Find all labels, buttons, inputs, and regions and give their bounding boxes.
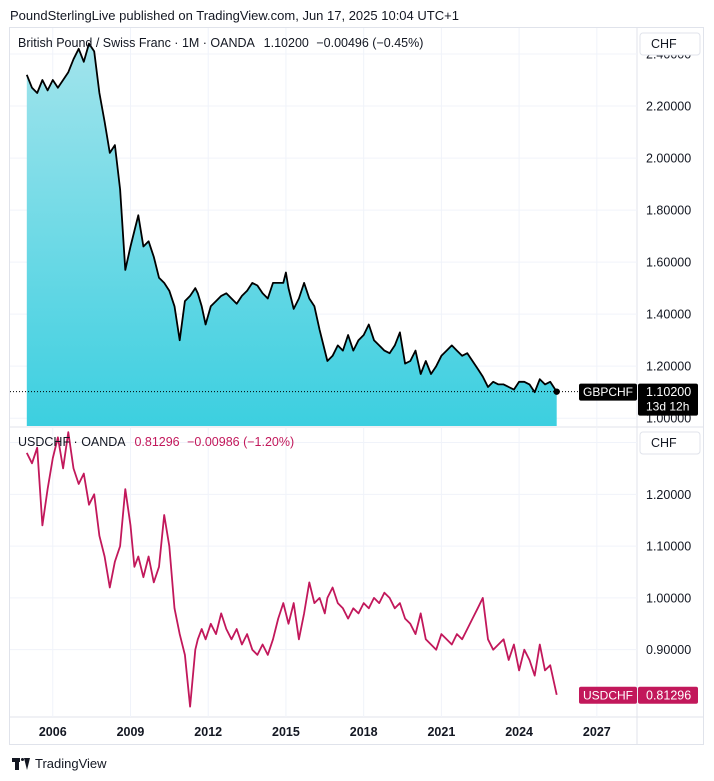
gbpchf-bar-countdown: 13d 12h [646, 400, 689, 414]
currency-box [639, 431, 701, 455]
usdchf-series-line [25, 431, 558, 708]
gbpchf-y-tick-label: 1.20000 [646, 360, 691, 374]
usdchf-change: −0.00986 (−1.20%) [187, 435, 295, 449]
tradingview-brand: TradingView [35, 756, 107, 771]
gbpchf-last-value: 1.10200 [263, 36, 309, 50]
usdchf-y-tick-label: 1.20000 [646, 488, 691, 502]
gbpchf-y-tick-label: 1.60000 [646, 256, 691, 270]
gbpchf-legend: British Pound / Swiss Franc · 1M · OANDA… [18, 36, 423, 50]
usdchf-currency-button[interactable]: CHF [639, 431, 701, 455]
gbpchf-change: −0.00496 (−0.45%) [316, 36, 424, 50]
usdchf-y-tick-label: 1.00000 [646, 591, 691, 605]
currency-label: CHF [651, 436, 677, 450]
usdchf-symbol-tag-label: USDCHF [583, 688, 633, 702]
chart-frame [9, 27, 704, 745]
tradingview-footer[interactable]: TradingView [12, 756, 107, 771]
gbpchf-symbol-tag-label: GBPCHF [583, 385, 633, 399]
x-tick-label: 2012 [194, 725, 222, 739]
tradingview-logo-icon [12, 757, 30, 770]
gbpchf-y-tick-label: 2.20000 [646, 100, 691, 114]
currency-box [639, 32, 701, 56]
usdchf-legend: USDCHF · OANDA 0.81296 −0.00986 (−1.20%) [18, 435, 294, 449]
currency-label: CHF [651, 37, 677, 51]
x-tick-label: 2015 [272, 725, 300, 739]
gbpchf-price-tag-value: 1.10200 [646, 385, 691, 399]
usdchf-price-tag-value: 0.81296 [646, 688, 691, 702]
usdchf-price-tag [638, 686, 698, 704]
gbpchf-price-tag [638, 383, 698, 416]
gbpchf-symbol-tag [579, 383, 637, 401]
x-tick-label: 2006 [39, 725, 67, 739]
usdchf-y-tick-label: 0.90000 [646, 643, 691, 657]
usdchf-last-value: 0.81296 [134, 435, 180, 449]
gbpchf-currency-button[interactable]: CHF [639, 32, 701, 56]
x-tick-label: 2027 [583, 725, 611, 739]
gbpchf-y-tick-label: 2.00000 [646, 152, 691, 166]
gbpchf-series-line [25, 42, 558, 394]
gbpchf-title: British Pound / Swiss Franc · 1M · OANDA [18, 36, 255, 50]
gbpchf-area-fill [26, 43, 557, 426]
gbpchf-last-point [553, 388, 560, 395]
usdchf-symbol-tag [579, 686, 637, 704]
x-tick-label: 2021 [427, 725, 455, 739]
usdchf-y-tick-label: 1.10000 [646, 540, 691, 554]
x-tick-label: 2018 [350, 725, 378, 739]
x-tick-label: 2024 [505, 725, 533, 739]
publisher-line: PoundSterlingLive published on TradingVi… [10, 8, 459, 23]
usdchf-title: USDCHF · OANDA [18, 435, 125, 449]
gbpchf-y-tick-label: 1.80000 [646, 204, 691, 218]
x-tick-label: 2009 [117, 725, 145, 739]
gbpchf-y-tick-label: 1.40000 [646, 308, 691, 322]
